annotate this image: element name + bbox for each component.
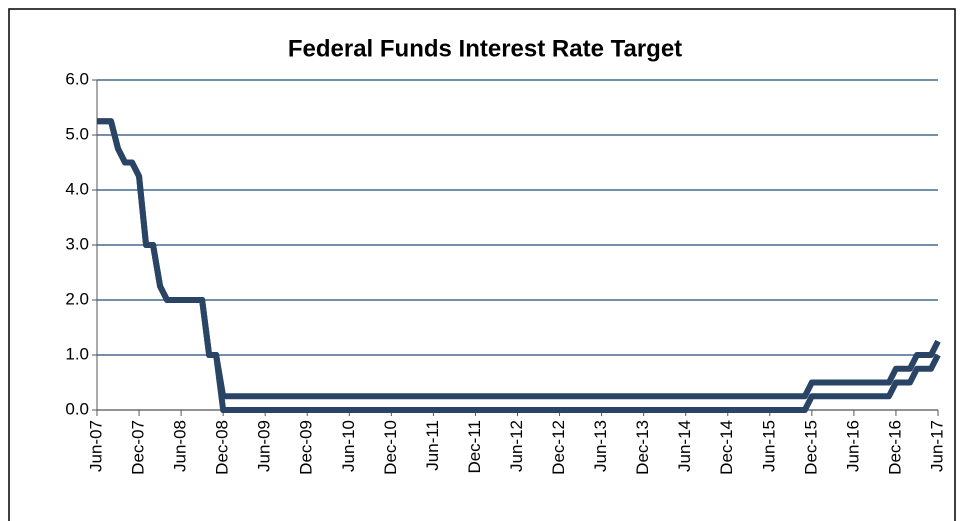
x-tick-label: Dec-16 xyxy=(885,420,904,475)
x-tick-label: Jun-11 xyxy=(423,420,442,471)
x-tick-label: Dec-11 xyxy=(465,420,484,474)
x-tick-label: Dec-08 xyxy=(213,420,232,475)
y-tick-label: 6.0 xyxy=(65,69,89,88)
y-tick-label: 2.0 xyxy=(65,289,89,308)
y-tick-label: 5.0 xyxy=(65,124,89,143)
y-tick-label: 3.0 xyxy=(65,234,89,253)
chart-frame xyxy=(8,8,956,521)
x-tick-label: Dec-09 xyxy=(297,420,316,475)
y-tick-label: 4.0 xyxy=(65,179,89,198)
x-tick-label: Jun-16 xyxy=(843,420,862,472)
x-tick-label: Jun-10 xyxy=(339,420,358,472)
x-tick-label: Dec-13 xyxy=(633,420,652,475)
x-tick-label: Jun-08 xyxy=(171,420,190,472)
x-tick-label: Jun-07 xyxy=(86,420,105,472)
x-tick-label: Jun-09 xyxy=(255,420,274,472)
x-tick-label: Jun-15 xyxy=(759,420,778,472)
y-tick-label: 0.0 xyxy=(65,399,89,418)
y-tick-label: 1.0 xyxy=(65,344,89,363)
x-tick-label: Dec-10 xyxy=(381,420,400,475)
x-tick-label: Jun-14 xyxy=(675,420,694,472)
x-tick-label: Jun-17 xyxy=(927,420,946,472)
x-tick-label: Dec-14 xyxy=(717,420,736,475)
x-tick-label: Jun-12 xyxy=(507,420,526,472)
chart-title: Federal Funds Interest Rate Target xyxy=(288,35,682,62)
x-tick-label: Dec-15 xyxy=(801,420,820,475)
x-tick-label: Dec-12 xyxy=(549,420,568,475)
series-line xyxy=(97,118,941,413)
series-line xyxy=(97,118,941,400)
x-tick-label: Dec-07 xyxy=(129,420,148,475)
x-tick-label: Jun-13 xyxy=(591,420,610,472)
